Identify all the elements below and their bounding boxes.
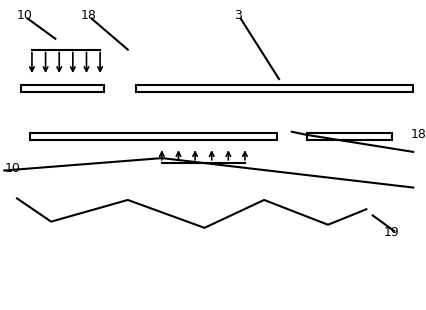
Text: 19: 19 [383,226,399,239]
Bar [136,85,413,92]
Text: 18: 18 [81,9,97,22]
Text: 3: 3 [234,9,242,22]
Text: 18: 18 [411,128,426,141]
Bar [307,133,392,140]
Text: 10: 10 [17,9,33,22]
Bar [21,85,104,92]
Bar [30,133,277,140]
Text: 10: 10 [4,162,20,175]
